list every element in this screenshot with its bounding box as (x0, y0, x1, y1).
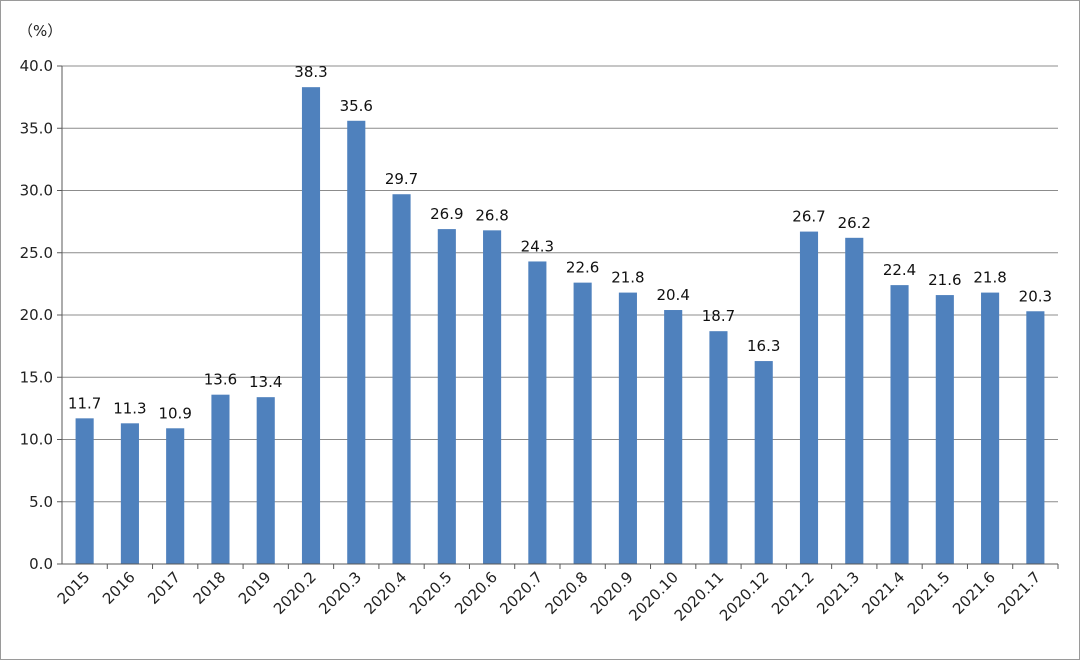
data-label: 21.8 (611, 269, 644, 287)
data-label: 21.8 (973, 269, 1006, 287)
x-tick-label: 2020.10 (625, 568, 682, 625)
data-label: 22.4 (883, 261, 916, 279)
data-label: 18.7 (702, 307, 735, 325)
bar (619, 293, 637, 564)
x-tick-label: 2020.8 (542, 568, 592, 618)
data-label: 24.3 (521, 237, 554, 255)
x-axis-ticks: 2015 2016 2017 2018 20192020.22020.32020.420… (54, 564, 1058, 625)
bar (166, 428, 184, 564)
x-tick-label: 2018 (190, 568, 230, 608)
bar (121, 423, 139, 564)
x-tick-label: 2020.4 (361, 568, 411, 618)
x-tick-label: 2020.6 (451, 568, 501, 618)
bar (211, 395, 229, 564)
bar (755, 361, 773, 564)
bar (528, 261, 546, 564)
data-label: 20.4 (656, 286, 689, 304)
bar (257, 397, 275, 564)
y-tick-label: 10.0 (20, 431, 53, 449)
x-tick-label: 2020.2 (270, 568, 320, 618)
x-tick-label: 2021.3 (813, 568, 863, 618)
x-tick-label: 2021.6 (949, 568, 999, 618)
y-tick-label: 20.0 (20, 306, 53, 324)
x-tick-label: 2021.7 (994, 568, 1044, 618)
data-label: 11.7 (68, 394, 101, 412)
bar (1026, 311, 1044, 564)
data-label: 21.6 (928, 271, 961, 289)
x-tick-label: 2015 (54, 568, 94, 608)
data-label: 26.2 (838, 214, 871, 232)
y-axis-ticks: 0.0 5.0 10.0 15.0 20.0 25.0 30.0 35.0 40.0 (20, 57, 53, 573)
bar (302, 87, 320, 564)
bar (800, 232, 818, 564)
bar (664, 310, 682, 564)
y-tick-label: 30.0 (20, 182, 53, 200)
x-tick-label: 2021.4 (859, 568, 909, 618)
y-tick-label: 0.0 (29, 555, 53, 573)
x-tick-label: 2020.11 (671, 568, 728, 625)
y-tick-label: 35.0 (20, 119, 53, 137)
x-tick-label: 2020.3 (315, 568, 365, 618)
data-label: 13.4 (249, 373, 282, 391)
bar (845, 238, 863, 564)
bar (483, 230, 501, 564)
data-label: 35.6 (340, 97, 373, 115)
x-tick-label: 2016 (99, 568, 139, 608)
x-tick-label: 2020.12 (716, 568, 773, 625)
data-label: 26.9 (430, 205, 463, 223)
x-tick-label: 2020.5 (406, 568, 456, 618)
x-tick-label: 2020.7 (496, 568, 546, 618)
y-tick-label: 15.0 (20, 368, 53, 386)
bar (936, 295, 954, 564)
x-tick-label: 2021.2 (768, 568, 818, 618)
bar (981, 293, 999, 564)
data-label: 26.7 (792, 208, 825, 226)
bar (76, 418, 94, 564)
bar (392, 194, 410, 564)
y-tick-label: 40.0 (20, 57, 53, 75)
data-label: 10.9 (158, 404, 191, 422)
bar (438, 229, 456, 564)
data-label: 13.6 (204, 371, 237, 389)
data-label: 22.6 (566, 259, 599, 277)
data-label: 26.8 (475, 206, 508, 224)
bar (709, 331, 727, 564)
bar (574, 283, 592, 564)
data-label: 11.3 (113, 399, 146, 417)
x-tick-label: 2019 (235, 568, 275, 608)
data-label: 38.3 (294, 63, 327, 81)
y-tick-label: 5.0 (29, 493, 53, 511)
bar (890, 285, 908, 564)
bars (76, 87, 1045, 564)
y-tick-label: 25.0 (20, 244, 53, 262)
bar (347, 121, 365, 564)
data-label: 20.3 (1019, 287, 1052, 305)
x-tick-label: 2017 (144, 568, 184, 608)
x-tick-label: 2021.5 (904, 568, 954, 618)
y-unit-label: （%） (18, 22, 62, 40)
data-label: 29.7 (385, 170, 418, 188)
data-label: 16.3 (747, 337, 780, 355)
